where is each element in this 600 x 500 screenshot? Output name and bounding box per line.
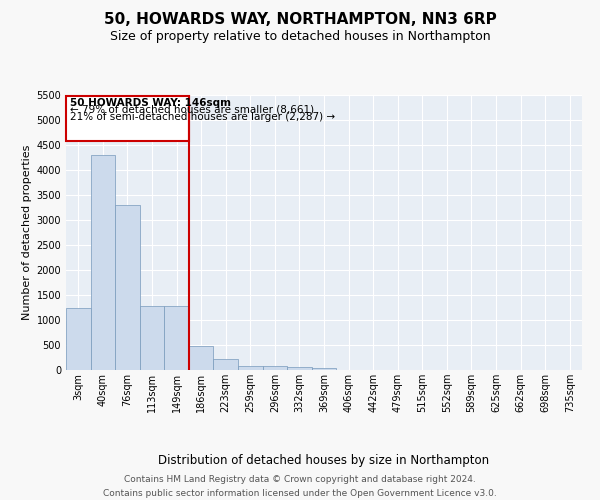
Bar: [214, 359, 238, 370]
Bar: [287, 367, 312, 370]
X-axis label: Distribution of detached houses by size in Northampton: Distribution of detached houses by size …: [158, 454, 490, 467]
Bar: [66, 308, 91, 370]
Bar: [238, 366, 263, 370]
Text: 50 HOWARDS WAY: 146sqm: 50 HOWARDS WAY: 146sqm: [70, 98, 230, 108]
Bar: [91, 155, 115, 370]
Text: ← 79% of detached houses are smaller (8,661): ← 79% of detached houses are smaller (8,…: [70, 104, 314, 115]
Text: Size of property relative to detached houses in Northampton: Size of property relative to detached ho…: [110, 30, 490, 43]
Bar: [164, 306, 189, 370]
Y-axis label: Number of detached properties: Number of detached properties: [22, 145, 32, 320]
Bar: [140, 306, 164, 370]
Text: 21% of semi-detached houses are larger (2,287) →: 21% of semi-detached houses are larger (…: [70, 112, 335, 122]
Bar: [189, 346, 214, 370]
Text: Contains HM Land Registry data © Crown copyright and database right 2024.
Contai: Contains HM Land Registry data © Crown c…: [103, 476, 497, 498]
Text: 50, HOWARDS WAY, NORTHAMPTON, NN3 6RP: 50, HOWARDS WAY, NORTHAMPTON, NN3 6RP: [104, 12, 496, 28]
Bar: [115, 205, 140, 370]
Bar: [312, 368, 336, 370]
FancyBboxPatch shape: [66, 96, 189, 141]
Bar: [263, 366, 287, 370]
